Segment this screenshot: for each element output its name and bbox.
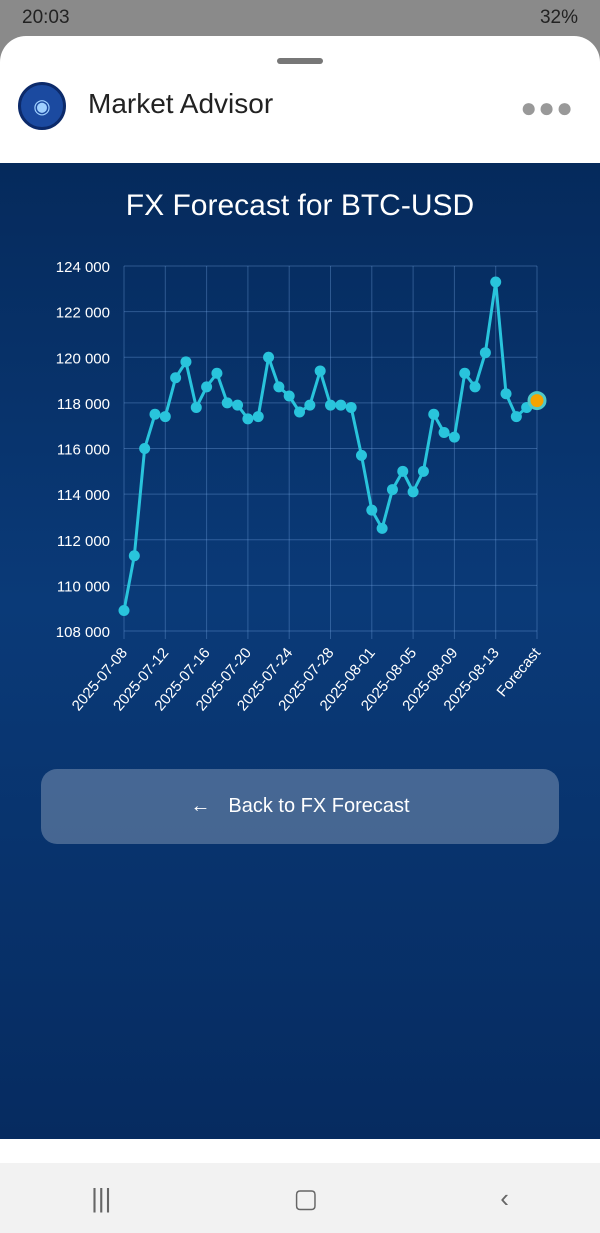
y-tick-label: 122 000 — [56, 305, 110, 322]
drag-handle[interactable] — [277, 58, 323, 64]
data-point — [180, 356, 192, 368]
data-point — [221, 397, 233, 409]
system-nav-bar: ||| ▢ ‹ — [0, 1163, 600, 1233]
data-point — [128, 550, 140, 562]
data-point — [510, 411, 522, 423]
arrow-left-icon: ← — [190, 795, 211, 817]
status-bar: 20:03 32% — [0, 0, 600, 36]
x-tick-label: Forecast — [494, 644, 545, 700]
line-chart: 108 000 110 000 112 000 114 000 116 000 118 0… — [56, 259, 547, 714]
y-tick-label: 124 000 — [56, 259, 110, 276]
data-point — [211, 367, 223, 379]
data-point — [190, 401, 202, 413]
data-point — [376, 522, 388, 534]
data-point — [283, 390, 295, 402]
data-point — [252, 411, 264, 423]
data-point — [459, 367, 471, 379]
app-logo: ◉ — [18, 82, 66, 130]
app-title: Market Advisor — [88, 88, 274, 119]
data-point — [500, 388, 512, 400]
data-point — [386, 484, 398, 496]
data-point — [170, 372, 182, 384]
y-tick-label: 118 000 — [57, 396, 110, 413]
data-point — [417, 465, 429, 477]
data-point — [355, 449, 367, 461]
chart-title: FX Forecast for BTC-USD — [125, 189, 475, 222]
data-point — [149, 408, 161, 420]
data-point — [242, 413, 254, 425]
y-tick-label: 120 000 — [56, 350, 110, 367]
status-time: 20:03 — [22, 7, 70, 28]
data-point — [263, 351, 275, 363]
y-tick-label: 108 000 — [56, 624, 110, 641]
data-point — [407, 486, 419, 498]
y-tick-label: 116 000 — [57, 442, 110, 459]
recent-apps-icon[interactable]: ||| — [91, 1182, 112, 1213]
data-point — [335, 399, 347, 411]
bottom-sheet: ◉ Market Advisor ●●● FX Forecast for BTC… — [0, 36, 600, 1233]
data-point — [397, 465, 409, 477]
data-point — [345, 401, 357, 413]
back-nav-icon[interactable]: ‹ — [500, 1182, 509, 1213]
data-point — [118, 604, 130, 616]
back-button-label: Back to FX Forecast — [228, 795, 410, 817]
data-point — [232, 399, 244, 411]
battery-level: 32% — [539, 7, 578, 28]
data-point — [159, 411, 171, 423]
forecast-point — [527, 391, 547, 411]
data-point — [479, 347, 491, 359]
data-point — [366, 504, 378, 516]
y-tick-label: 112 000 — [57, 533, 110, 550]
data-point — [469, 381, 481, 393]
chart-panel: FX Forecast for BTC-USD 108 000 110 000 11… — [0, 163, 600, 1139]
data-point — [490, 276, 502, 288]
data-point — [139, 443, 151, 454]
back-button[interactable]: ← Back to FX Forecast — [41, 769, 559, 844]
data-point — [294, 406, 306, 418]
more-horizontal-icon[interactable]: ●●● — [520, 92, 574, 123]
data-point — [304, 399, 316, 411]
y-tick-label: 114 000 — [57, 487, 110, 504]
data-point — [314, 365, 326, 377]
data-point — [325, 399, 336, 411]
data-point — [273, 381, 285, 393]
data-point — [448, 431, 460, 443]
y-tick-label: 110 000 — [57, 578, 110, 595]
data-point — [201, 381, 213, 393]
data-point — [428, 408, 440, 420]
home-icon[interactable]: ▢ — [293, 1182, 319, 1213]
data-point — [438, 427, 450, 439]
